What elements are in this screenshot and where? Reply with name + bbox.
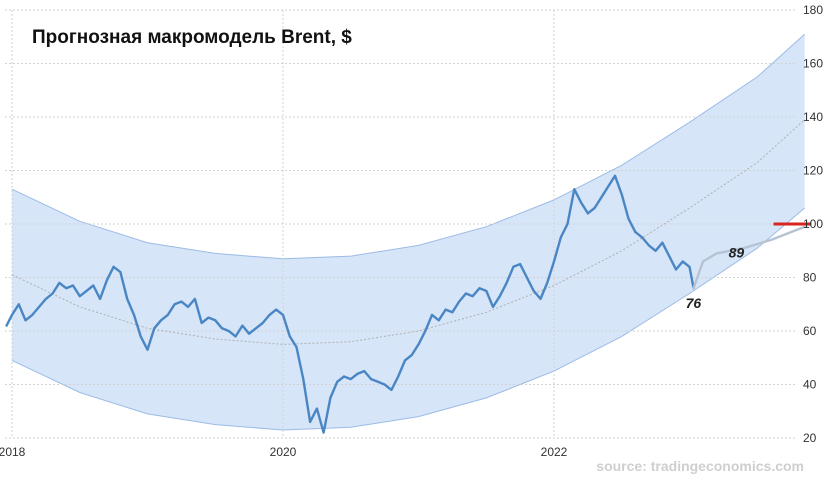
y-tick-label: 100 bbox=[803, 217, 823, 231]
y-tick-label: 180 bbox=[803, 3, 823, 17]
band-upper-edge bbox=[11, 33, 806, 260]
y-tick-label: 160 bbox=[803, 57, 823, 71]
labels-layer: 20 40 60 80 100 120 140 160 180 2018 2020 2022 89 76 bbox=[0, 3, 823, 459]
band-layer bbox=[11, 33, 806, 431]
y-tick-label: 120 bbox=[803, 164, 823, 178]
grid-layer bbox=[5, 9, 797, 439]
forecast-series-line bbox=[692, 225, 806, 290]
x-tick-label: 2020 bbox=[270, 445, 297, 459]
y-tick-label: 40 bbox=[803, 378, 817, 392]
y-tick-label: 140 bbox=[803, 110, 823, 124]
series-layer bbox=[5, 174, 806, 434]
chart-title: Прогнозная макромодель Brent, $ bbox=[32, 27, 352, 48]
annotation-label: 89 bbox=[729, 244, 745, 260]
forecast-band bbox=[12, 34, 805, 430]
price-series-line bbox=[5, 174, 695, 434]
band-lower-edge bbox=[11, 207, 806, 431]
x-tick-label: 2018 bbox=[0, 445, 26, 459]
y-tick-label: 60 bbox=[803, 324, 817, 338]
y-tick-label: 80 bbox=[803, 271, 817, 285]
y-tick-label: 20 bbox=[803, 431, 817, 445]
source-label: source: tradingeconomics.com bbox=[596, 458, 804, 474]
annotation-label: 76 bbox=[686, 295, 702, 311]
x-tick-label: 2022 bbox=[541, 445, 568, 459]
